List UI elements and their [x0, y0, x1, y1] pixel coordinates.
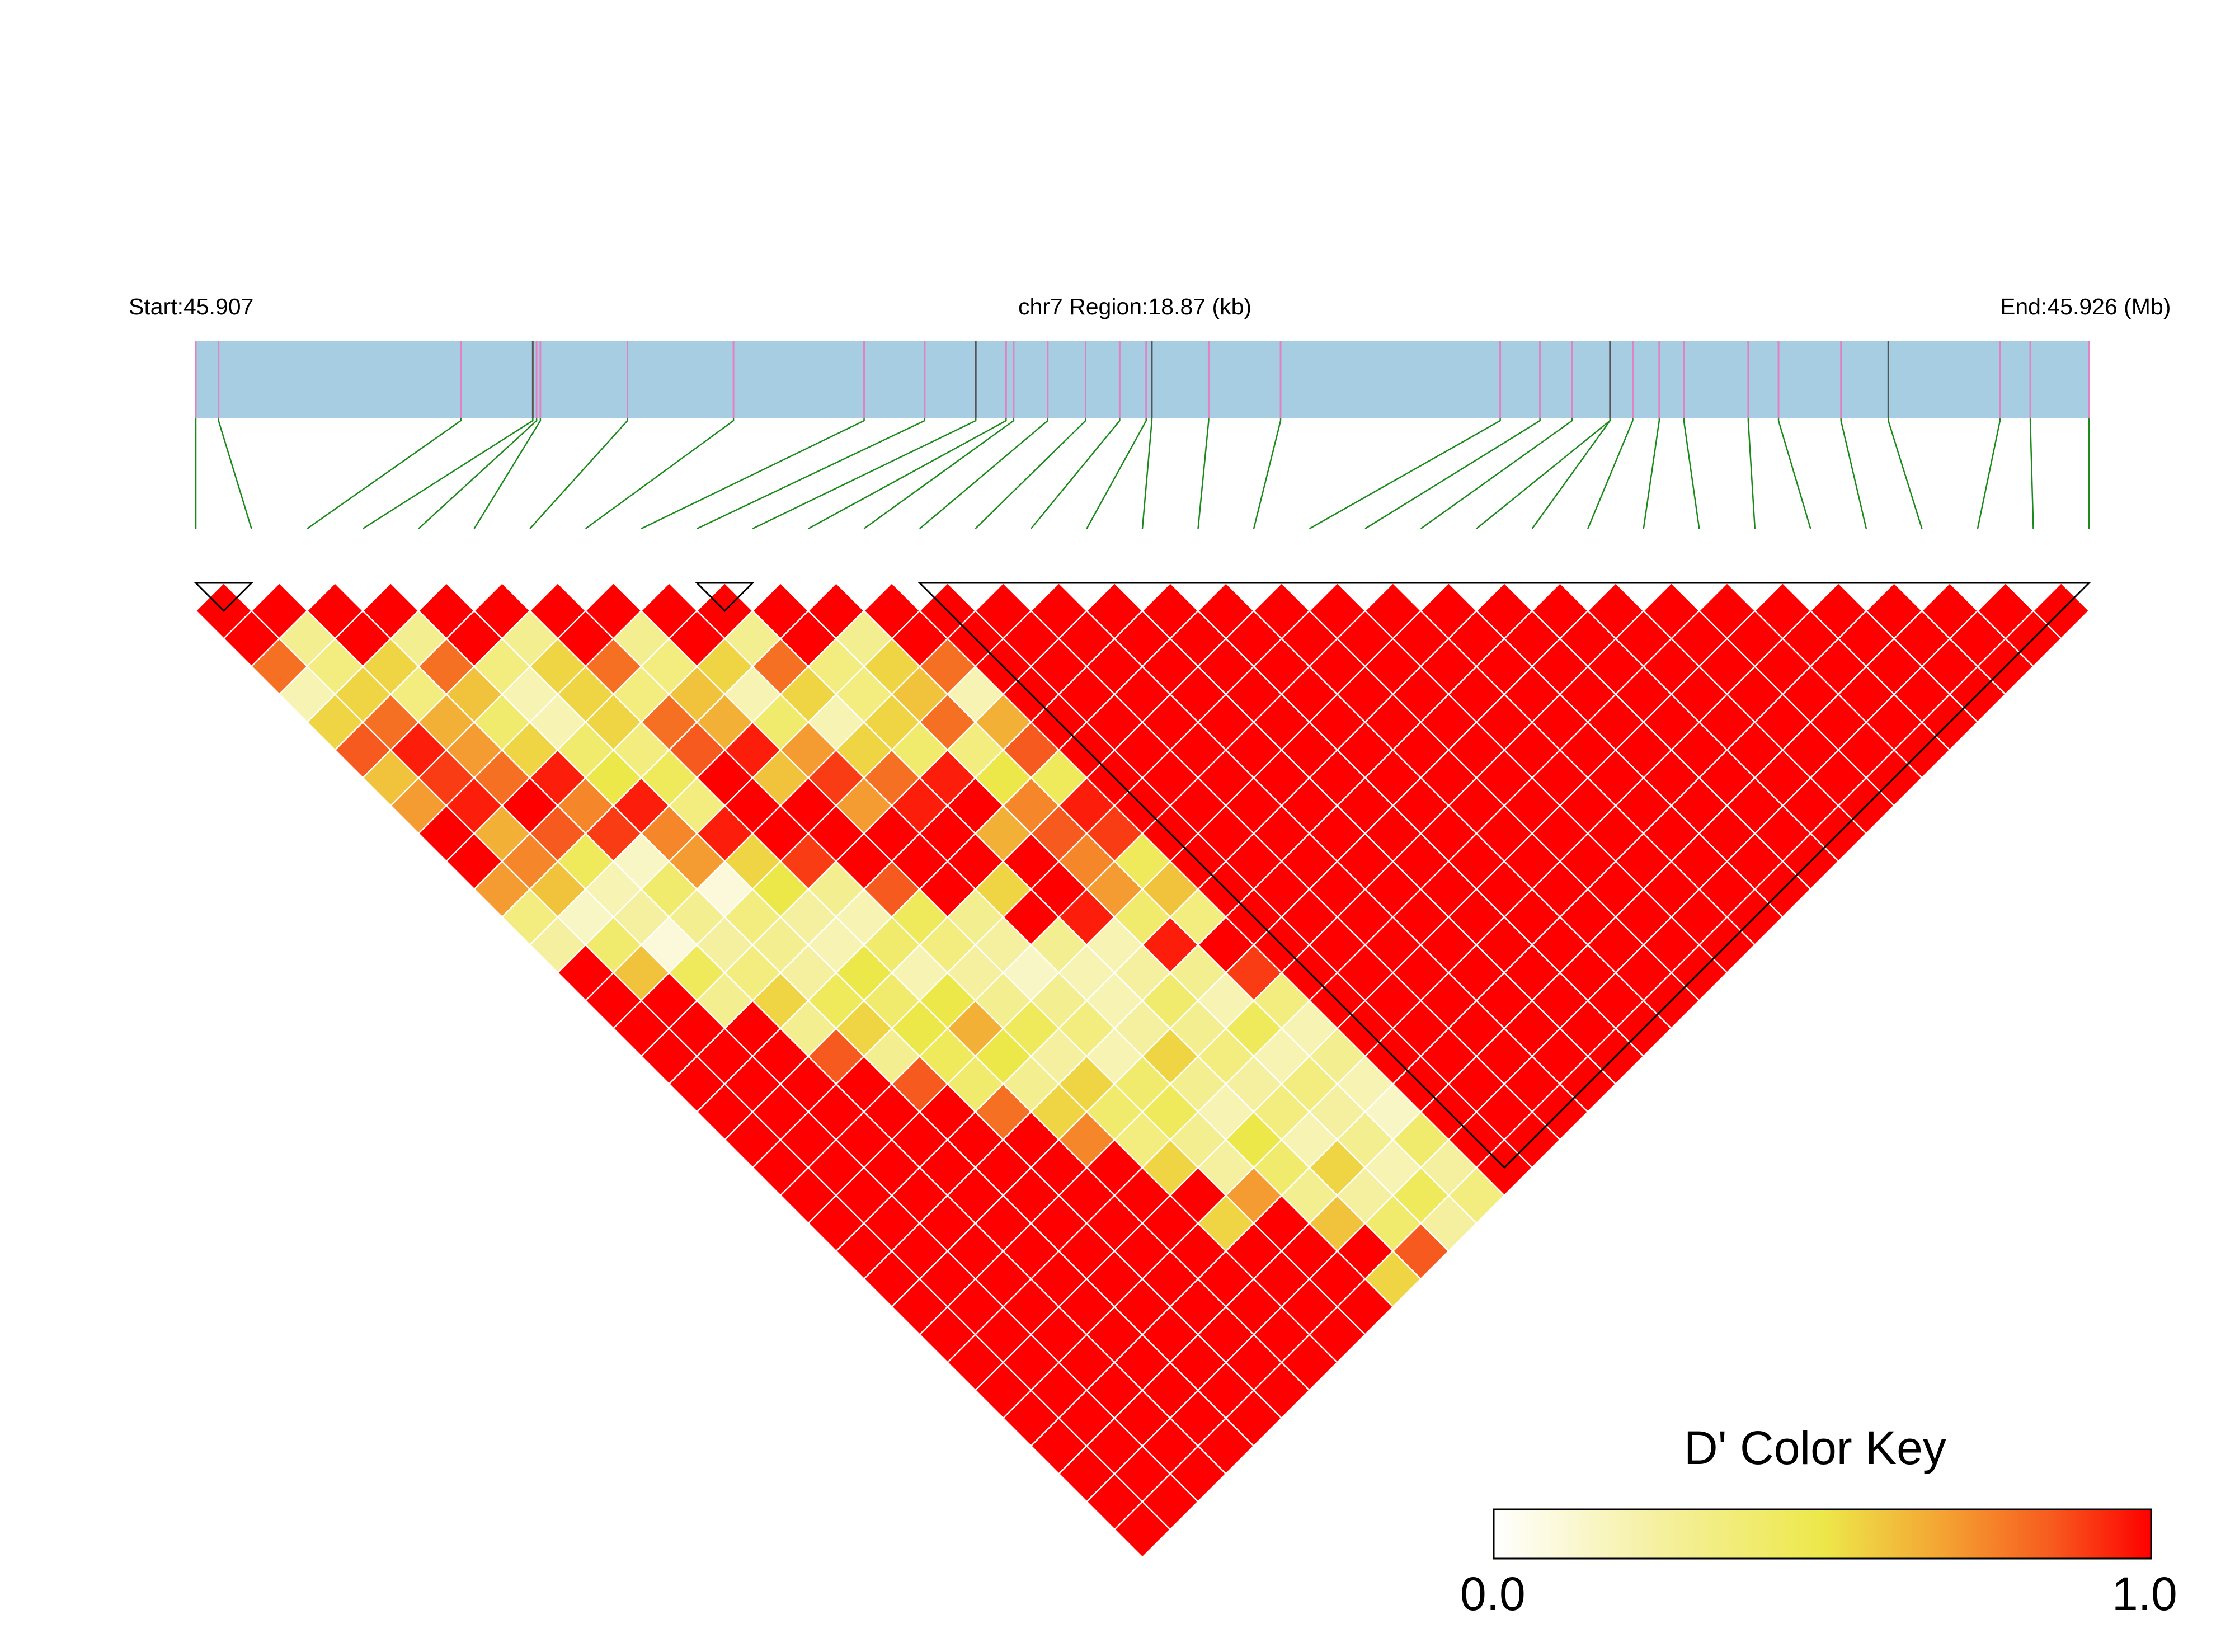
snp-connector	[1086, 418, 1147, 529]
region-title-label: chr7 Region:18.87 (kb)	[1018, 294, 1251, 319]
snp-connector	[752, 418, 977, 530]
region-end-label: End:45.926 (Mb)	[2000, 294, 2171, 319]
snp-connector	[1747, 418, 1756, 529]
snp-connector	[975, 418, 1086, 529]
color-key-title: D' Color Key	[1684, 1422, 1946, 1474]
snp-connector	[529, 418, 628, 529]
snp-connector	[1364, 418, 1541, 530]
snp-connector	[2029, 418, 2034, 529]
snp-connector	[585, 418, 735, 530]
snp-connector	[1420, 418, 1573, 530]
snp-connector	[1977, 418, 2001, 529]
snp-connector	[1531, 418, 1611, 529]
snp-connector	[1777, 418, 1811, 529]
ld-matrix	[195, 582, 2090, 1559]
snp-connector	[362, 418, 534, 530]
color-key-gradient	[1493, 1508, 2152, 1560]
snp-connector	[697, 418, 926, 530]
snp-tick-marks	[195, 341, 2090, 418]
snp-connector	[307, 418, 462, 530]
snp-connector	[1683, 418, 1700, 529]
snp-connector	[1309, 418, 1501, 530]
snp-connector	[218, 418, 252, 529]
region-start-label: Start:45.907	[129, 294, 253, 319]
snp-connector-lines	[195, 418, 2090, 530]
snp-connector	[418, 418, 538, 529]
chromosome-bar	[196, 341, 2089, 418]
snp-connector	[1587, 418, 1634, 529]
ld-block-outline	[917, 582, 2091, 1169]
snp-connector	[1840, 418, 1867, 529]
color-key-max-label: 1.0	[2112, 1568, 2177, 1620]
snp-connector	[1888, 418, 1923, 529]
snp-connector	[863, 418, 1015, 530]
color-key-min-label: 0.0	[1460, 1568, 1526, 1620]
snp-connector	[1253, 418, 1282, 529]
snp-connector	[1643, 418, 1660, 529]
snp-connector	[919, 418, 1049, 529]
snp-connector	[808, 418, 1007, 530]
ld-block-outlines	[194, 582, 2091, 1169]
snp-connector	[641, 418, 865, 530]
snp-connector	[473, 418, 542, 529]
snp-connector	[1141, 418, 1153, 529]
snp-connector	[1030, 418, 1121, 529]
snp-connector	[1197, 418, 1210, 529]
ld-block-outline	[194, 582, 254, 612]
ld-block-outline	[695, 582, 755, 612]
